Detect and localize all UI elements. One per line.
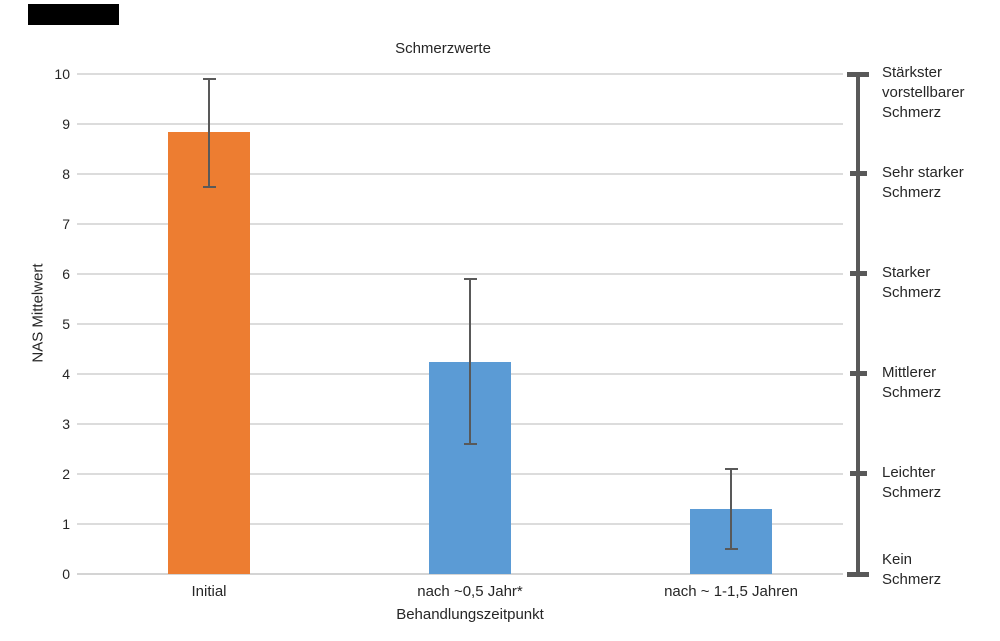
pain-scale-endcap-bottom <box>847 572 869 577</box>
gridline-5 <box>77 323 843 325</box>
pain-scale-label-line: Stärkster <box>882 64 943 81</box>
pain-scale-label-line: Sehr starker <box>882 164 964 181</box>
pain-scale-label-2: Leichter Schmerz <box>882 463 941 503</box>
pain-scale-label-line: Schmerz <box>882 104 942 121</box>
gridline-7 <box>77 223 843 225</box>
error-bar-line-3 <box>730 469 732 549</box>
pain-scale-label-line: Starker <box>882 264 931 281</box>
pain-scale-label-line: Schmerz <box>882 384 942 401</box>
pain-scale-label-line: Schmerz <box>882 284 942 301</box>
chart-title: Schmerzwerte <box>395 40 491 57</box>
gridline-8 <box>77 173 843 175</box>
pain-scale-tick-8 <box>849 171 867 176</box>
pain-scale-label-line: Schmerz <box>882 184 942 201</box>
error-bar-cap-bottom-1 <box>202 185 216 188</box>
error-bar-cap-top-1 <box>202 78 216 80</box>
category-label-3: nach ~ 1-1,5 Jahren <box>664 583 798 600</box>
y-tick-label-1: 1 <box>62 516 70 532</box>
pain-scale-label-8: Sehr starker Schmerz <box>882 163 964 203</box>
bar-1 <box>168 131 250 574</box>
y-tick-label-8: 8 <box>62 166 70 182</box>
y-tick-label-2: 2 <box>62 466 70 482</box>
gridline-6 <box>77 273 843 275</box>
y-tick-label-3: 3 <box>62 416 70 432</box>
category-label-1: Initial <box>191 583 227 600</box>
pain-scale-tick-6 <box>849 271 867 276</box>
error-bar-cap-top-2 <box>463 278 477 280</box>
pain-scale-label-4: Mittlerer Schmerz <box>882 363 941 403</box>
pain-scale-label-line: Leichter <box>882 464 936 481</box>
pain-scale-label-line: Kein <box>882 551 913 568</box>
error-bar-cap-top-3 <box>724 468 738 470</box>
pain-scale-label-10: Stärkster vorstellbarer Schmerz <box>882 63 965 123</box>
pain-scale-label-line: vorstellbarer <box>882 84 965 101</box>
error-bar-line-1 <box>208 79 210 187</box>
gridline-9 <box>77 123 843 125</box>
y-tick-label-0: 0 <box>62 566 70 582</box>
gridline-0 <box>77 573 843 575</box>
pain-scale-label-6: Starker Schmerz <box>882 263 941 303</box>
redaction-box <box>28 4 119 25</box>
y-tick-label-9: 9 <box>62 116 70 132</box>
y-tick-label-4: 4 <box>62 366 70 382</box>
x-axis-title: Behandlungszeitpunkt <box>396 606 544 623</box>
y-tick-label-6: 6 <box>62 266 70 282</box>
category-label-2: nach ~0,5 Jahr* <box>417 583 523 600</box>
pain-scale-endcap-top <box>847 72 869 77</box>
pain-scale-label-line: Mittlerer <box>882 364 937 381</box>
error-bar-cap-bottom-2 <box>463 443 477 445</box>
y-tick-label-7: 7 <box>62 216 70 232</box>
error-bar-line-2 <box>469 279 471 444</box>
pain-scale-label-line: Schmerz <box>882 484 942 501</box>
pain-scale-tick-4 <box>849 371 867 376</box>
pain-scale-line <box>856 74 860 577</box>
pain-scale-tick-2 <box>849 471 867 476</box>
gridline-10 <box>77 73 843 75</box>
pain-scale-label-0: Kein Schmerz <box>882 550 941 590</box>
y-tick-label-10: 10 <box>54 66 70 82</box>
y-tick-label-5: 5 <box>62 316 70 332</box>
error-bar-cap-bottom-3 <box>724 548 738 550</box>
pain-scale-label-line: Schmerz <box>882 571 942 588</box>
